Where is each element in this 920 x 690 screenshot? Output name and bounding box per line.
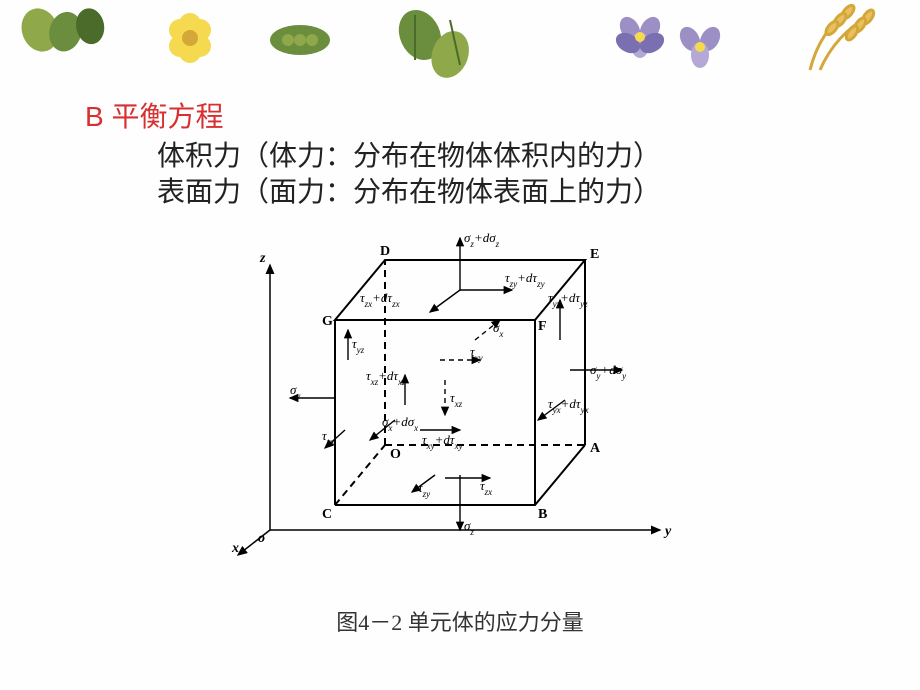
svg-text:τyz+dτyz: τyz+dτyz: [548, 290, 588, 309]
svg-text:σz+dσz: σz+dσz: [464, 230, 500, 249]
svg-text:τzx: τzx: [480, 478, 492, 497]
slide-content: B 平衡方程 体积力（体力：分布在物体体积内的力） 表面力（面力：分布在物体表面…: [85, 95, 835, 212]
top-decoration: [0, 0, 920, 85]
axis-origin-label: o: [258, 531, 265, 546]
svg-text:E: E: [590, 247, 599, 262]
svg-text:σy+dσy: σy+dσy: [590, 362, 626, 381]
svg-text:τyx: τyx: [322, 428, 335, 447]
svg-text:σx: σx: [493, 320, 503, 339]
svg-text:σz: σz: [464, 518, 474, 537]
svg-text:G: G: [322, 314, 333, 329]
svg-text:τxz+dτxz: τxz+dτxz: [366, 368, 406, 387]
figure-caption: 图4－2 单元体的应力分量: [0, 605, 920, 637]
svg-text:B: B: [538, 507, 547, 522]
svg-text:A: A: [590, 441, 601, 456]
axis-x-label: x: [231, 541, 239, 556]
svg-text:O: O: [390, 447, 401, 462]
axis-y-label: y: [663, 524, 672, 539]
svg-text:τzy+dτzy: τzy+dτzy: [505, 270, 545, 289]
svg-text:τxy+dτxy: τxy+dτxy: [422, 432, 463, 451]
section-heading: B 平衡方程: [85, 95, 835, 135]
svg-text:τyx+dτyx: τyx+dτyx: [548, 396, 589, 415]
svg-text:τyz: τyz: [352, 336, 365, 355]
axis-z-label: z: [259, 251, 266, 266]
svg-text:τzx+dτzx: τzx+dτzx: [360, 290, 400, 309]
svg-text:D: D: [380, 244, 390, 259]
svg-text:τxz: τxz: [450, 390, 463, 409]
svg-text:C: C: [322, 507, 332, 522]
stress-labels: σz+dσz τzy+dτzy τzx+dτzx τyz+dτyz σy+dσy…: [290, 230, 626, 537]
stress-cube-figure: z y x o D E G F A B C O: [230, 230, 690, 560]
svg-text:F: F: [538, 319, 547, 334]
body-line-2: 表面力（面力：分布在物体表面上的力）: [157, 175, 835, 211]
body-line-1: 体积力（体力：分布在物体体积内的力）: [157, 139, 835, 175]
svg-text:σx+dσx: σx+dσx: [382, 414, 418, 433]
